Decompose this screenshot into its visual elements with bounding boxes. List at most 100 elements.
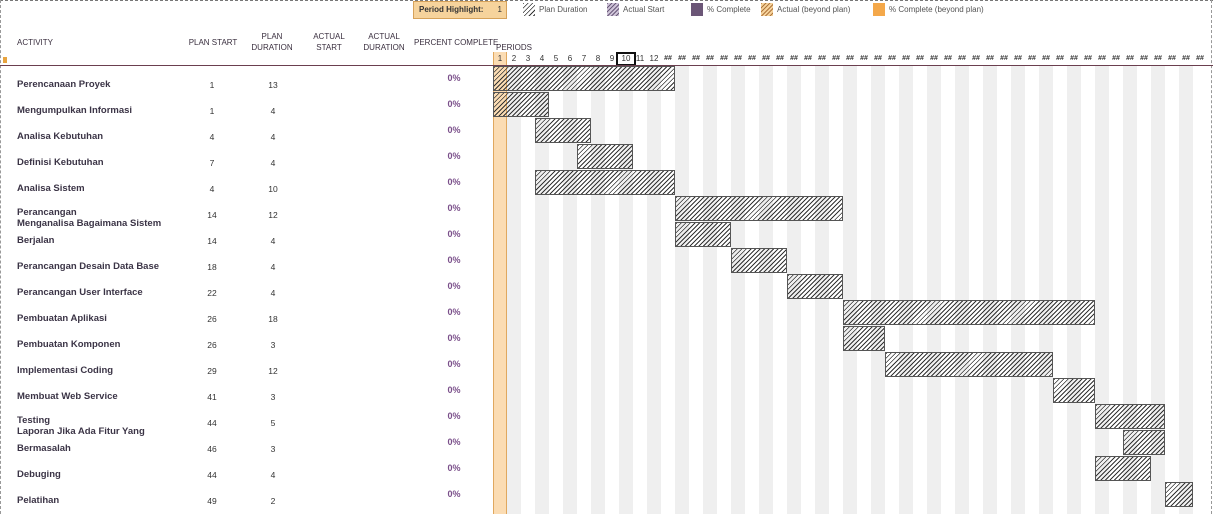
period-number[interactable]: 12 [649, 54, 659, 63]
period-number[interactable]: 9 [609, 54, 615, 63]
period-number[interactable]: ## [762, 55, 770, 62]
plan-start-cell[interactable]: 1 [209, 106, 215, 116]
plan-start-cell[interactable]: 44 [207, 418, 217, 428]
percent-complete-cell[interactable]: 0% [447, 359, 461, 369]
activity-name[interactable]: Debuging [17, 469, 61, 480]
period-number[interactable]: ## [1154, 55, 1162, 62]
period-number[interactable]: 3 [525, 54, 531, 63]
percent-complete-cell[interactable]: 0% [447, 73, 461, 83]
plan-start-cell[interactable]: 44 [207, 470, 217, 480]
period-number[interactable]: 2 [511, 54, 517, 63]
period-number[interactable]: ## [874, 55, 882, 62]
period-number[interactable]: ## [1140, 55, 1148, 62]
period-number[interactable]: ## [1168, 55, 1176, 62]
activity-name[interactable]: Bermasalah [17, 443, 71, 454]
period-number[interactable]: ## [846, 55, 854, 62]
period-number[interactable]: ## [664, 55, 672, 62]
plan-duration-cell[interactable]: 12 [268, 366, 278, 376]
plan-duration-cell[interactable]: 3 [270, 340, 276, 350]
plan-duration-cell[interactable]: 3 [270, 444, 276, 454]
plan-duration-cell[interactable]: 4 [270, 470, 276, 480]
period-number[interactable]: ## [1028, 55, 1036, 62]
plan-duration-cell[interactable]: 18 [268, 314, 278, 324]
period-number[interactable]: ## [888, 55, 896, 62]
activity-name[interactable]: Laporan Jika Ada Fitur Yang [17, 426, 145, 437]
activity-name[interactable]: Perencanaan Proyek [17, 79, 111, 90]
period-number[interactable]: ## [1098, 55, 1106, 62]
plan-duration-cell[interactable]: 4 [270, 132, 276, 142]
period-number[interactable]: ## [1000, 55, 1008, 62]
percent-complete-cell[interactable]: 0% [447, 489, 461, 499]
period-number[interactable]: ## [958, 55, 966, 62]
plan-start-cell[interactable]: 26 [207, 314, 217, 324]
percent-complete-cell[interactable]: 0% [447, 229, 461, 239]
period-highlight-value[interactable]: 1 [497, 5, 502, 14]
activity-name[interactable]: Analisa Sistem [17, 183, 85, 194]
period-number[interactable]: 4 [539, 54, 545, 63]
period-number[interactable]: ## [860, 55, 868, 62]
plan-duration-cell[interactable]: 4 [270, 262, 276, 272]
plan-start-cell[interactable]: 7 [209, 158, 215, 168]
period-number[interactable]: ## [748, 55, 756, 62]
period-number[interactable]: ## [986, 55, 994, 62]
plan-start-cell[interactable]: 26 [207, 340, 217, 350]
plan-start-cell[interactable]: 1 [209, 80, 215, 90]
percent-complete-cell[interactable]: 0% [447, 463, 461, 473]
period-number[interactable]: 5 [553, 54, 559, 63]
percent-complete-cell[interactable]: 0% [447, 203, 461, 213]
percent-complete-cell[interactable]: 0% [447, 151, 461, 161]
period-number[interactable]: 10 [621, 54, 631, 63]
percent-complete-cell[interactable]: 0% [447, 437, 461, 447]
activity-name[interactable]: Analisa Kebutuhan [17, 131, 104, 142]
period-number[interactable]: ## [916, 55, 924, 62]
plan-duration-cell[interactable]: 12 [268, 210, 278, 220]
activity-name[interactable]: Definisi Kebutuhan [17, 157, 104, 168]
plan-start-cell[interactable]: 41 [207, 392, 217, 402]
period-number[interactable]: ## [734, 55, 742, 62]
period-number[interactable]: ## [804, 55, 812, 62]
activity-name[interactable]: Perancangan [17, 207, 77, 218]
period-number[interactable]: ## [790, 55, 798, 62]
activity-name[interactable]: Pembuatan Aplikasi [17, 313, 107, 324]
activity-name[interactable]: Testing [17, 415, 51, 426]
period-number[interactable]: ## [902, 55, 910, 62]
plan-duration-cell[interactable]: 4 [270, 288, 276, 298]
percent-complete-cell[interactable]: 0% [447, 281, 461, 291]
plan-start-cell[interactable]: 18 [207, 262, 217, 272]
plan-start-cell[interactable]: 14 [207, 210, 217, 220]
activity-name[interactable]: Pembuatan Komponen [17, 339, 121, 350]
period-number[interactable]: 7 [581, 54, 587, 63]
plan-duration-cell[interactable]: 4 [270, 236, 276, 246]
plan-duration-cell[interactable]: 3 [270, 392, 276, 402]
percent-complete-cell[interactable]: 0% [447, 333, 461, 343]
activity-name[interactable]: Perancangan Desain Data Base [17, 261, 160, 272]
period-number[interactable]: ## [1056, 55, 1064, 62]
plan-start-cell[interactable]: 29 [207, 366, 217, 376]
period-number[interactable]: 8 [595, 54, 601, 63]
plan-duration-cell[interactable]: 13 [268, 80, 278, 90]
period-number[interactable]: ## [692, 55, 700, 62]
period-number[interactable]: ## [832, 55, 840, 62]
percent-complete-cell[interactable]: 0% [447, 125, 461, 135]
plan-duration-cell[interactable]: 10 [268, 184, 278, 194]
period-number[interactable]: ## [1196, 55, 1204, 62]
period-number[interactable]: ## [776, 55, 784, 62]
period-number[interactable]: ## [818, 55, 826, 62]
period-number[interactable]: ## [944, 55, 952, 62]
percent-complete-cell[interactable]: 0% [447, 177, 461, 187]
period-number[interactable]: 11 [635, 54, 645, 63]
activity-name[interactable]: Pelatihan [17, 495, 60, 506]
percent-complete-cell[interactable]: 0% [447, 385, 461, 395]
plan-duration-cell[interactable]: 4 [270, 158, 276, 168]
activity-name[interactable]: Menganalisa Bagaimana Sistem [17, 218, 162, 229]
plan-start-cell[interactable]: 49 [207, 496, 217, 506]
activity-name[interactable]: Implementasi Coding [17, 365, 114, 376]
period-number[interactable]: ## [1112, 55, 1120, 62]
activity-name[interactable]: Perancangan User Interface [17, 287, 143, 298]
percent-complete-cell[interactable]: 0% [447, 411, 461, 421]
period-number[interactable]: 1 [497, 54, 503, 63]
activity-name[interactable]: Mengumpulkan Informasi [17, 105, 133, 116]
period-number[interactable]: ## [678, 55, 686, 62]
period-number[interactable]: ## [706, 55, 714, 62]
percent-complete-cell[interactable]: 0% [447, 255, 461, 265]
